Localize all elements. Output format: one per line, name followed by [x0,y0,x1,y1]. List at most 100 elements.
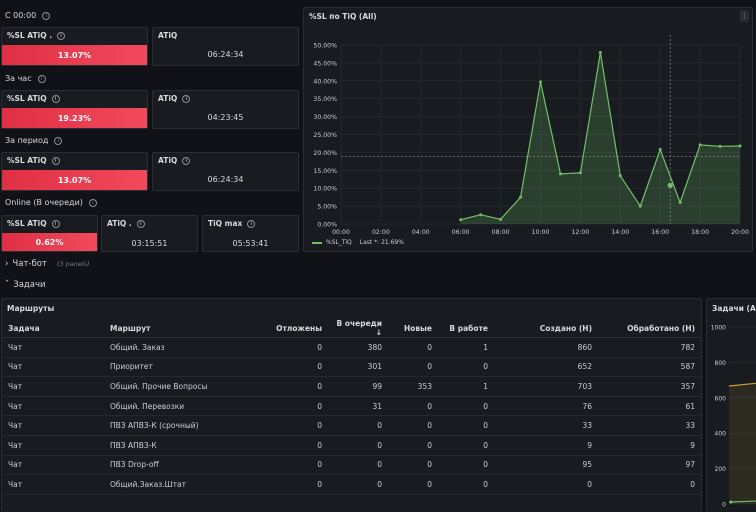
cell-task: Чат [2,357,104,378]
x-tick-label: 04:00 [412,229,430,236]
data-point [558,172,562,176]
cell-in-queue: 0 [328,415,388,436]
table-row[interactable]: Чат Общий. Заказ 0 380 0 1 860 782 [2,337,701,358]
cell-processed: 357 [598,376,701,397]
cell-processed: 61 [598,396,701,417]
info-icon[interactable]: i [57,31,66,40]
stat-sl-atiq-per-hour: %SL ATiQ i 19.23% [1,90,148,129]
info-icon[interactable]: i [51,219,60,228]
info-icon[interactable]: i [54,136,63,145]
stat-value: 06:24:34 [207,175,244,184]
tasks-chart-panel[interactable]: Задачи (All) 1000 800 600 400 200 0 [706,298,756,512]
info-icon[interactable]: i [88,198,97,207]
col-header-in-work[interactable]: В работе [438,319,494,338]
stat-value: 06:24:34 [207,50,244,59]
series-line-processed [728,500,756,503]
info-icon[interactable]: i [51,94,60,103]
table-row[interactable]: Чат Общий. Прочие Вопросы 0 99 353 1 703 357 [2,376,701,397]
section-per-period: За период i [5,136,63,145]
x-tick-label: 08:00 [492,229,510,236]
info-icon[interactable]: i [42,11,51,20]
stat-atiq-per-period: ATiQ i 06:24:34 [152,152,299,191]
stat-tiq-max-online: TiQ max i 05:53:41 [202,215,299,252]
cell-deferred: 0 [261,376,328,397]
cell-in-queue: 99 [328,376,388,397]
info-icon[interactable]: i [136,219,145,228]
col-header-task[interactable]: Задача [2,319,104,338]
section-online: Online (В очереди) i [5,198,97,207]
cell-task: Чат [2,415,104,436]
data-point [678,201,682,205]
table-row[interactable]: Чат ПВЗ Drop-off 0 0 0 0 95 97 [2,455,701,476]
y-tick-label: 35.00% [313,96,337,103]
stat-sl-atiq-online: %SL ATiQ i 0.62% [1,215,98,252]
data-point [618,174,622,178]
info-icon[interactable]: i [37,74,46,83]
data-point [729,500,733,504]
col-header-in-queue[interactable]: В очереди ↓ [328,319,388,338]
cell-in-work: 0 [438,396,494,417]
chart-legend[interactable]: %SL_TiQ Last *: 21.69% [312,239,404,246]
data-point [539,80,542,84]
cell-in-work: 0 [438,415,494,436]
data-point [638,204,642,208]
y-tick-label: 30.00% [313,114,337,121]
col-header-processed[interactable]: Обработано (Н) [598,319,701,338]
cell-task: Чат [2,376,104,397]
cell-processed: 33 [598,415,701,436]
x-tick-label: 02:00 [372,229,390,236]
sl-tiq-chart-panel[interactable]: %SL по TiQ (All) ⋮ 0.00% 5.00% 10.00% 15.00… [303,7,753,252]
col-header-new[interactable]: Новые [388,319,438,338]
cell-deferred: 0 [261,474,328,495]
data-point [718,144,722,148]
table-row[interactable]: Чат ПВЗ АПВЗ-К (срочный) 0 0 0 0 33 33 [2,415,701,436]
cell-deferred: 0 [261,435,328,456]
tasks-chart-title: Задачи (All) [712,304,756,313]
info-icon[interactable]: i [247,219,256,228]
cell-new: 0 [388,337,438,358]
data-point [578,171,582,175]
sl-tiq-chart: 0.00% 5.00% 10.00% 15.00% 20.00% 25.00% 30.00%… [313,35,749,236]
routes-table: Задача Маршрут Отложены В очереди ↓ Новы… [2,319,701,495]
cell-new: 0 [388,357,438,378]
col-header-created[interactable]: Создано (Н) [494,319,598,338]
cell-new: 0 [388,455,438,476]
col-header-deferred[interactable]: Отложены [261,319,328,338]
data-point [459,218,463,222]
col-header-route[interactable]: Маршрут [104,319,261,338]
cell-new: 0 [388,435,438,456]
row-chatbot[interactable]: › Чат-бот (3 panels) [5,259,90,269]
cell-processed: 782 [598,337,701,358]
table-title: Маршруты [7,304,55,313]
table-row[interactable]: Чат Приоритет 0 301 0 0 652 587 [2,357,701,378]
cell-in-work: 1 [438,376,494,397]
data-point [519,195,523,199]
y-tick-label: 400 [715,431,727,438]
table-row[interactable]: Чат ПВЗ АПВЗ-К 0 0 0 0 9 9 [2,435,701,456]
cell-deferred: 0 [261,415,328,436]
x-tick-label: 12:00 [571,229,589,236]
table-row[interactable]: Чат Общий.Заказ.Штат 0 0 0 0 0 0 [2,474,701,495]
cell-task: Чат [2,435,104,456]
cell-deferred: 0 [261,455,328,476]
info-icon[interactable]: i [182,156,191,165]
info-icon[interactable]: i [51,156,60,165]
series-area-created [729,383,756,504]
cell-in-work: 0 [438,474,494,495]
cell-route: Общий.Заказ.Штат [104,474,261,495]
stat-value: 05:53:41 [232,239,269,248]
info-icon[interactable]: i [182,94,191,103]
cell-deferred: 0 [261,337,328,358]
cell-in-queue: 301 [328,357,388,378]
stat-value: 03:15:51 [131,239,168,248]
cell-route: Общий. Перевозки [104,396,261,417]
legend-series-name: %SL_TiQ [326,239,352,246]
cell-created: 703 [494,376,598,397]
cell-route: Общий. Прочие Вопросы [104,376,261,397]
cell-route: ПВЗ Drop-off [104,455,261,476]
row-tasks[interactable]: ˇ Задачи [5,280,46,290]
y-tick-label: 0 [722,502,726,509]
panel-menu-icon[interactable]: ⋮ [740,10,749,22]
cell-created: 33 [494,415,598,436]
table-row[interactable]: Чат Общий. Перевозки 0 31 0 0 76 61 [2,396,701,417]
